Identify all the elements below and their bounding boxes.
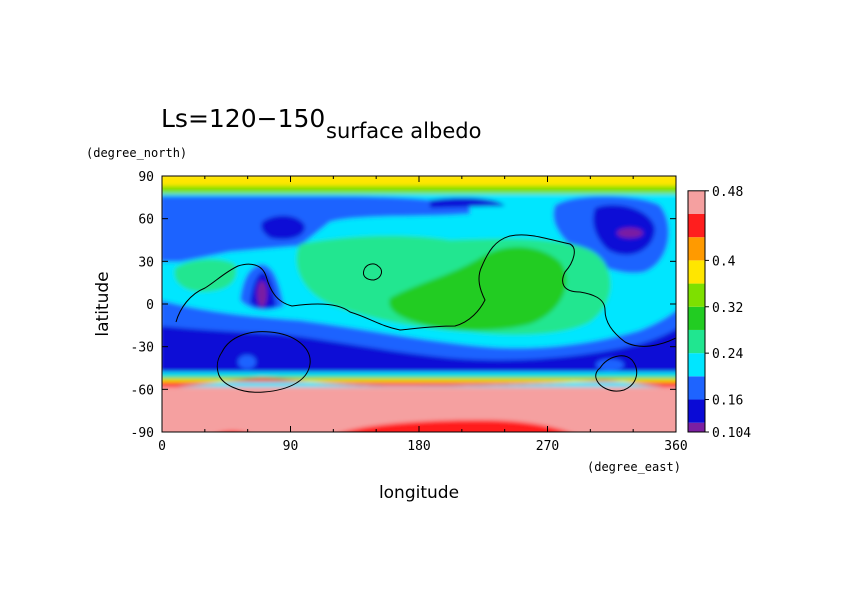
field-deepblue-north-2 xyxy=(430,197,505,208)
field-purple-tongue xyxy=(257,281,267,307)
chart-title-main: Ls=120−150 xyxy=(161,104,325,133)
x-tick-label: 0 xyxy=(158,439,166,454)
field-band-south-cyan xyxy=(162,372,676,376)
field-purple-northeast xyxy=(617,228,643,238)
chart-title-sub: surface albedo xyxy=(326,119,481,143)
y-tick-label: 0 xyxy=(146,298,154,313)
field-green-spot xyxy=(362,264,382,280)
y-tick-label: 90 xyxy=(138,170,154,185)
field-deepblue-south xyxy=(162,326,676,376)
x-tick-label: 360 xyxy=(664,439,687,454)
colorbar-tick-label: 0.48 xyxy=(712,185,743,200)
contour-small-north xyxy=(363,263,382,281)
field-brightgreen-central xyxy=(389,247,567,331)
field-band-south-green xyxy=(162,376,676,379)
colorbar: 0.48 0.4 0.32 0.24 0.16 0.104 xyxy=(687,185,751,441)
field-blue-north xyxy=(162,196,470,262)
contour-lines xyxy=(175,234,676,393)
y-tick-label: -30 xyxy=(131,341,154,356)
colorbar-tick-label: 0.4 xyxy=(712,254,736,269)
colorbar-tick-label: 0.24 xyxy=(712,347,743,362)
colorbar-swatch xyxy=(688,260,705,284)
field-band-north-green xyxy=(162,186,676,194)
colorbar-swatch xyxy=(688,214,705,238)
colorbar-swatch xyxy=(688,190,705,214)
x-tick-label: 90 xyxy=(283,439,299,454)
field-cyan-south-1 xyxy=(238,355,256,369)
x-tick-label: 180 xyxy=(407,439,430,454)
field-shapes xyxy=(162,176,676,432)
colorbar-swatch xyxy=(688,376,705,400)
y-tick-label: 30 xyxy=(138,255,154,270)
field-band-south-yellow xyxy=(162,379,676,382)
contour-south-west xyxy=(216,331,311,393)
colorbar-swatch xyxy=(688,237,705,261)
y-tick-label: 60 xyxy=(138,213,154,228)
contour-tharsis-region xyxy=(175,234,676,347)
x-tick-label: 270 xyxy=(536,439,559,454)
colorbar-tick-label: 0.32 xyxy=(712,301,743,316)
y-axis-ticks: 90 60 30 0 -30 -60 -90 xyxy=(131,170,676,441)
colorbar-swatch xyxy=(688,306,705,330)
x-axis-ticks: 0 90 180 270 360 xyxy=(158,176,688,454)
colorbar-tick-label: 0.16 xyxy=(712,394,743,409)
colorbar-swatch xyxy=(688,399,705,423)
field-band-south-red xyxy=(162,378,676,388)
colorbar-tick-label: 0.104 xyxy=(712,426,751,441)
field-cyan-south-2 xyxy=(596,359,624,371)
y-tick-label: -60 xyxy=(131,383,154,398)
y-unit-label: (degree_north) xyxy=(86,146,187,160)
y-tick-label: -90 xyxy=(131,426,154,441)
field-green-west xyxy=(174,259,237,292)
colorbar-frame xyxy=(687,190,706,433)
colorbar-swatch xyxy=(688,329,705,354)
colorbar-swatch xyxy=(688,422,705,432)
x-axis-label: longitude xyxy=(379,483,459,503)
albedo-field xyxy=(162,176,676,432)
x-axis-unit: (degree_east) xyxy=(587,460,681,474)
colorbar-swatch xyxy=(688,283,705,307)
field-deepblue-north-1 xyxy=(261,215,306,240)
contour-south-east xyxy=(595,355,638,392)
field-red-south-pole xyxy=(342,420,569,432)
y-axis-label: latitude xyxy=(93,271,113,336)
colorbar-swatch xyxy=(688,353,705,377)
